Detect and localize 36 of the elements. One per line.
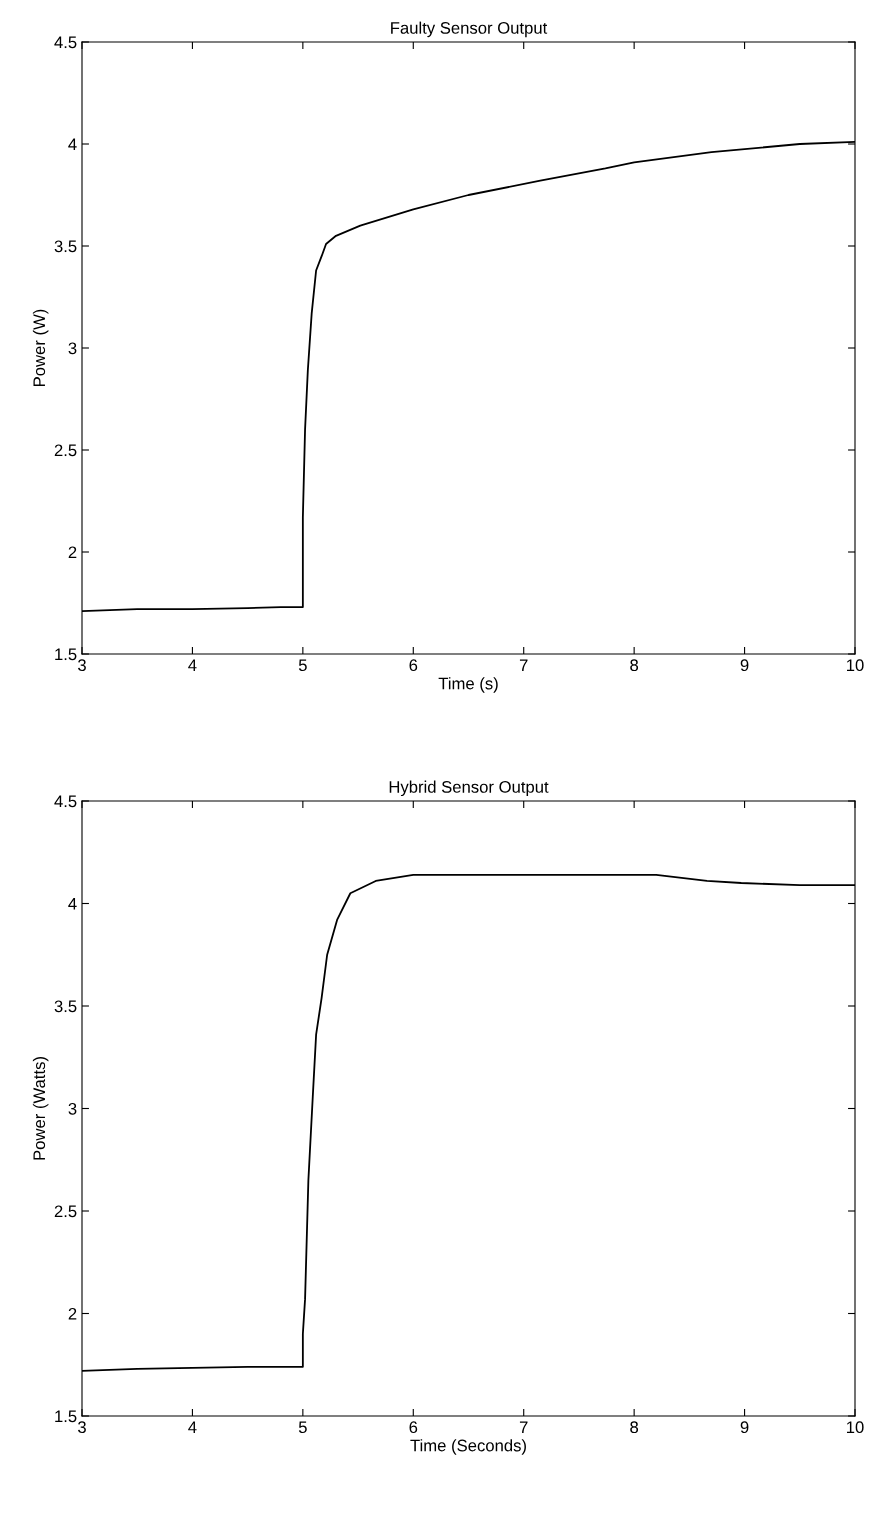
y-tick-label: 4 [68,898,77,910]
x-tick-label: 10 [847,1421,864,1434]
y-tick-label: 2.5 [54,444,77,457]
x-tick-label: 9 [740,659,749,672]
x-tick-label: 9 [740,1421,749,1434]
y-axis-title: Power (W) [32,309,49,386]
x-tick-label: 7 [519,1421,528,1433]
y-tick-label: 2.5 [54,1205,77,1218]
chart-title: Hybrid Sensor Output [389,780,549,797]
x-tick-label: 6 [409,659,418,672]
y-tick-label: 3 [68,342,77,355]
x-tick-label: 5 [298,1421,307,1434]
y-tick-label: 2 [68,1307,77,1320]
y-tick-label: 1.5 [55,648,77,661]
y-tick-label: 3.5 [54,240,77,253]
x-tick-label: 6 [409,1421,418,1434]
x-tick-label: 4 [188,659,197,671]
y-tick-label: 4.5 [54,795,77,808]
x-tick-label: 3 [78,1421,86,1434]
y-tick-label: 3.5 [54,1000,77,1013]
y-tick-label: 3 [68,1102,77,1115]
x-axis-title: Time (s) [438,677,498,693]
y-tick-label: 4.5 [54,36,77,49]
y-tick-label: 2 [68,546,77,559]
x-tick-label: 7 [519,659,528,671]
x-tick-label: 8 [630,659,639,672]
x-tick-label: 3 [78,659,86,672]
chart-title: Faulty Sensor Output [391,21,548,38]
x-tick-label: 4 [188,1421,197,1433]
y-tick-label: 4 [68,138,77,151]
x-tick-label: 5 [298,659,307,672]
x-tick-label: 8 [630,1421,639,1434]
x-tick-label: 10 [847,659,864,672]
x-axis-title: Time (Seconds) [410,1439,526,1455]
y-tick-label: 1.5 [55,1410,77,1423]
y-axis-title: Power (Watts) [32,1057,49,1160]
